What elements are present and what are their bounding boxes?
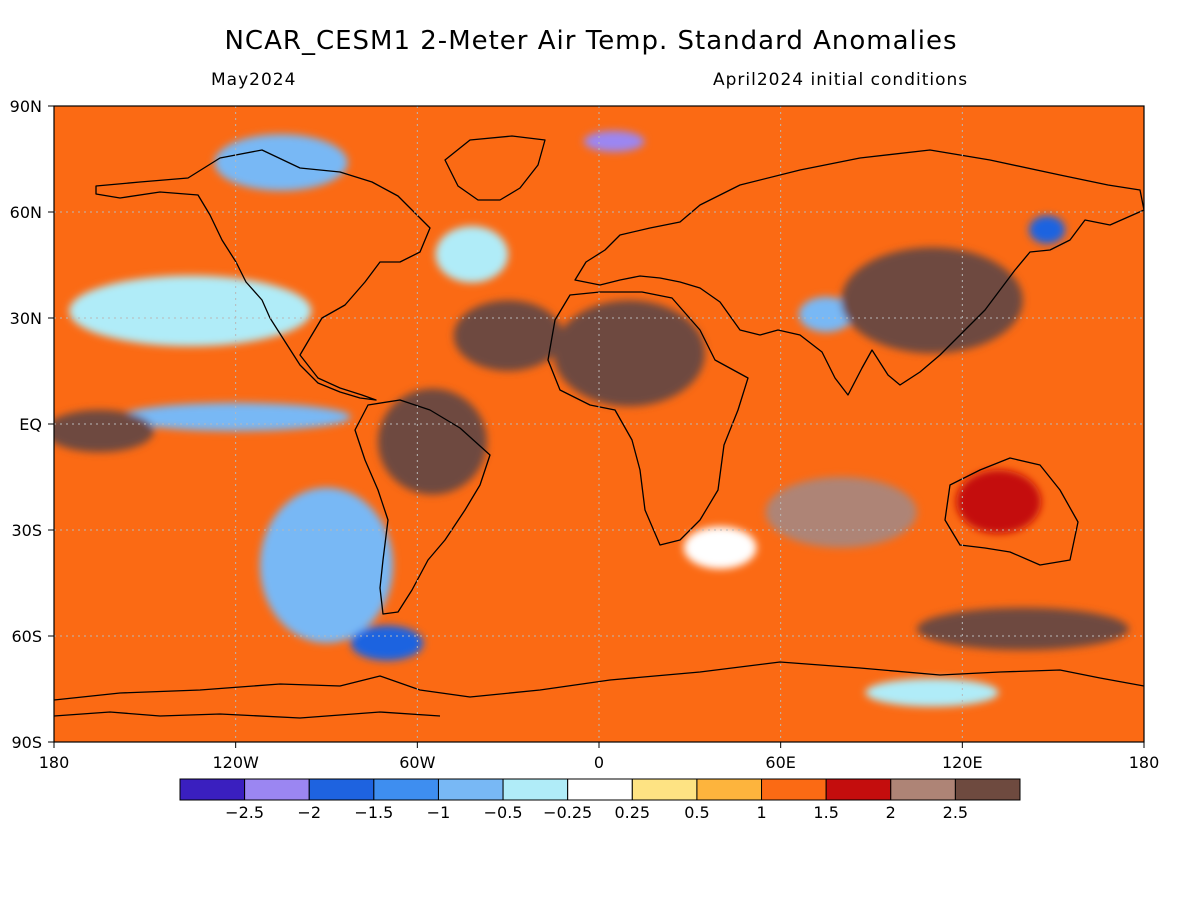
colorbar-tick-label: −0.5 [484,803,523,822]
anomaly-region-north-africa-warm [553,300,705,407]
lon-tick-label: 60W [399,753,435,772]
lon-tick-label: 180 [39,753,70,772]
colorbar-swatch [696,778,763,801]
colorbar-tick-label: −0.25 [543,803,592,822]
lon-tick-label: 180 [1129,753,1160,772]
lat-tick-label: 30N [10,309,42,328]
colorbar-swatch [308,778,375,801]
colorbar-tick-label: 2.5 [943,803,968,822]
anomaly-region-south-america-warm [377,388,487,495]
coastline-eurasia [574,149,1144,396]
lat-axis: 90N 60N 30N EQ 30S 60S 90S [10,97,54,752]
colorbar-tick-label: −1 [427,803,451,822]
colorbar-swatch [825,778,892,801]
anomaly-region-okhotsk-cool [1028,215,1066,244]
lon-tick-label: 0 [594,753,604,772]
colorbar-tick-label: 1 [756,803,766,822]
graticule [54,106,1144,742]
target-month-label: May2024 [211,70,297,90]
colorbar-tick-label: −2.5 [225,803,264,822]
colorbar-tick-label: −2 [297,803,321,822]
init-conditions-label: April2024 initial conditions [713,70,969,90]
lat-tick-label: 90N [10,97,42,116]
coastline-australia [944,457,1079,566]
anomaly-region-indian-ocean-warm [765,476,917,548]
colorbar-swatch [179,778,246,801]
anomaly-region-east-pacific-tongue-cool [120,402,351,432]
anomaly-region-tibet-cool [798,296,854,333]
anomaly-region-east-antarctica-cool [865,678,999,707]
colorbar-swatch [761,778,827,801]
colorbar-swatch [954,778,1021,801]
lat-tick-label: 90S [11,733,42,752]
colorbar-tick-label: 0.5 [684,803,709,822]
lat-tick-label: 60N [10,203,42,222]
coastline-sea-ice-edge [54,711,441,719]
anomaly-region-south-africa-cool [683,526,757,569]
colorbar-swatch [437,778,504,801]
coastline-greenland [444,135,546,201]
coastline-north-america [95,149,431,401]
anomaly-region-drake-passage-cool [350,625,424,661]
colorbar-tick-label: 2 [886,803,896,822]
colorbar-swatch [373,778,439,801]
map-title: NCAR_CESM1 2-Meter Air Temp. Standard An… [224,26,958,56]
anomaly-region-southern-ocean-warm [916,607,1129,651]
anomaly-region-nw-canada-cool [214,134,348,191]
lat-tick-label: 60S [11,627,42,646]
lon-tick-label: 60E [765,753,795,772]
anomaly-region-southeast-pacific-cool [259,487,394,644]
anomaly-region-arctic-siberia-cool [583,130,645,152]
anomaly-region-australia-warm [956,469,1042,534]
colorbar-swatch [502,778,569,801]
colorbar-tick-label: −1.5 [354,803,393,822]
anomaly-region-north-pacific-cool [69,275,312,347]
colorbar-swatch [890,778,956,801]
anomaly-region-central-asia-warm [841,247,1023,354]
colorbar-swatch [631,778,698,801]
colorbar-tick-label: 0.25 [614,803,650,822]
lon-tick-label: 120W [212,753,259,772]
colorbar: −2.5 −2 −1.5 −1 −0.5 −0.25 0.25 0.5 1 1.5 2 2.5 [179,778,1021,822]
anomaly-region-atlantic-subtropics-warm [453,300,563,371]
lon-tick-label: 120E [942,753,983,772]
colorbar-tick-label: 1.5 [813,803,838,822]
coastline-antarctica [54,661,1144,701]
lat-tick-label: 30S [11,521,42,540]
lat-tick-label: EQ [19,415,42,434]
colorbar-swatch [244,778,310,801]
anomaly-region-equatorial-pacific-warm [54,409,154,453]
lon-axis: 180 120W 60W 0 60E 120E 180 [39,742,1160,772]
anomaly-region-north-atlantic-cool [435,226,509,283]
colorbar-swatch [567,778,633,801]
coastline-south-america [354,399,491,615]
